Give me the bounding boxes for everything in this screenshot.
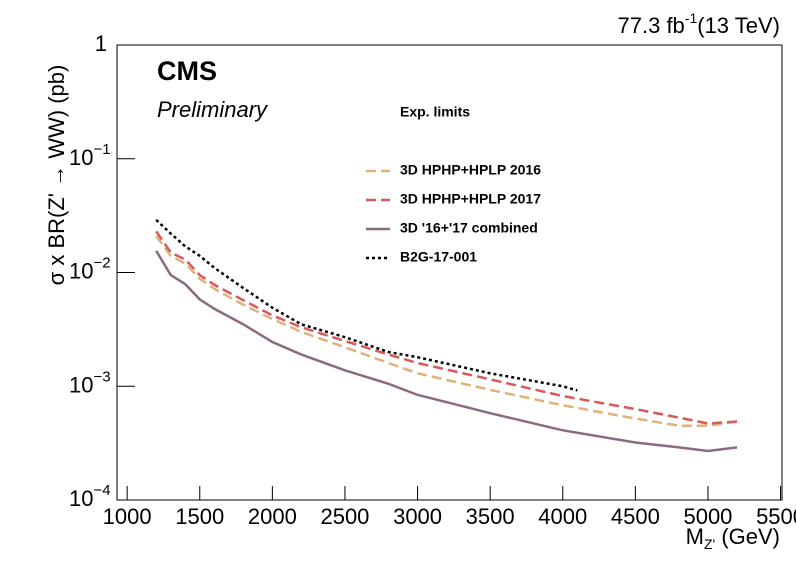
x-label-text: M xyxy=(686,524,704,549)
cms-label: CMS xyxy=(157,56,217,86)
x-label-sub: Z' xyxy=(704,536,715,552)
x-tick-label: 4500 xyxy=(611,504,660,529)
y-tick-exp: −1 xyxy=(93,141,110,158)
y-tick-label: 10−2 xyxy=(69,254,111,283)
lumi-label: 77.3 fb-1(13 TeV) xyxy=(618,10,780,38)
y-axis-label: σ x BR(Z' → WW) (pb) xyxy=(44,65,69,286)
series-line xyxy=(155,218,578,392)
x-tick-label: 2000 xyxy=(248,504,297,529)
preliminary-label: Preliminary xyxy=(157,97,269,122)
x-tick-label: 2500 xyxy=(320,504,369,529)
legend-label: B2G-17-001 xyxy=(400,249,477,265)
y-tick-label: 10−4 xyxy=(69,482,111,511)
lumi-text: 77.3 fb xyxy=(618,13,685,38)
legend-label: 3D HPHP+HPLP 2017 xyxy=(400,191,541,207)
y-tick-base: 10 xyxy=(69,145,93,170)
x-tick-label: 4000 xyxy=(538,504,587,529)
x-tick-label: 1500 xyxy=(175,504,224,529)
y-tick-exp: −3 xyxy=(93,368,110,385)
y-tick-label: 10−3 xyxy=(69,368,111,397)
y-tick-base: 10 xyxy=(69,258,93,283)
x-tick-label: 1000 xyxy=(103,504,152,529)
y-tick-exp: −2 xyxy=(93,254,110,271)
x-tick-label: 5000 xyxy=(683,504,732,529)
legend-title: Exp. limits xyxy=(400,104,470,120)
x-tick-label: 3500 xyxy=(466,504,515,529)
y-tick-label: 10−1 xyxy=(69,141,111,170)
y-tick-base: 10 xyxy=(69,372,93,397)
x-axis-label: MZ' (GeV) xyxy=(686,524,780,552)
x-tick-label: 5500 xyxy=(756,504,796,529)
lumi-after: (13 TeV) xyxy=(697,13,780,38)
x-tick-label: 3000 xyxy=(393,504,442,529)
lumi-sup: -1 xyxy=(685,10,698,26)
y-tick-exp: −4 xyxy=(93,482,110,499)
legend-label: 3D HPHP+HPLP 2016 xyxy=(400,162,541,178)
y-tick-base: 10 xyxy=(69,486,93,511)
series-line xyxy=(155,250,738,453)
legend-label: 3D '16+'17 combined xyxy=(400,220,538,236)
x-label-after: (GeV) xyxy=(715,524,780,549)
y-tick-label: 1 xyxy=(95,31,107,56)
